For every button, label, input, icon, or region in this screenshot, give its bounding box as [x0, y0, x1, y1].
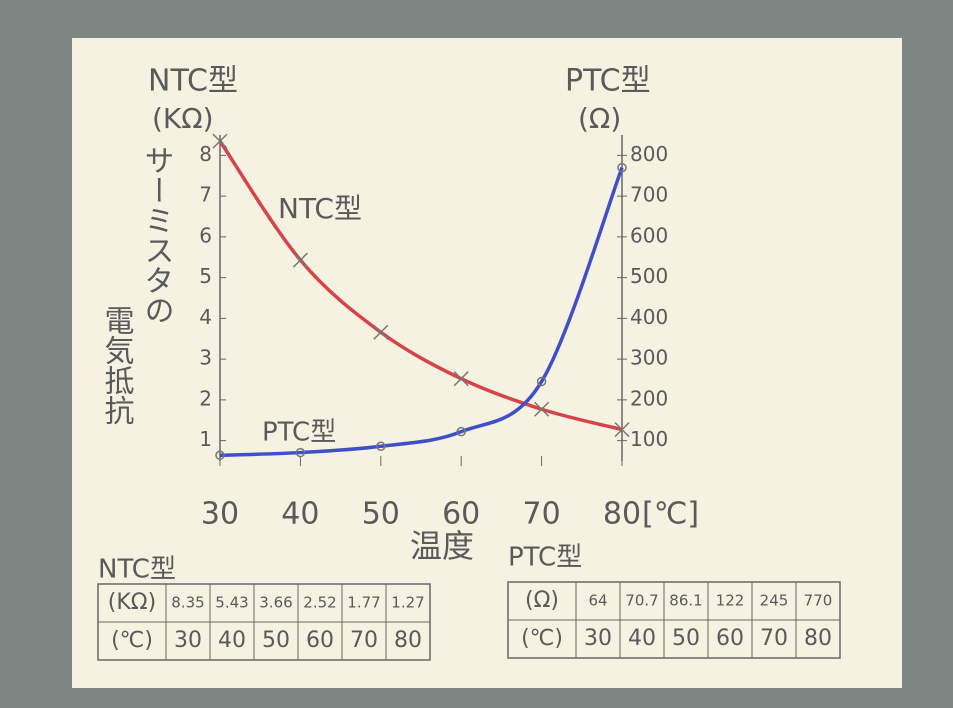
y2-tick-label: 300	[630, 346, 668, 370]
table-cell: 50	[262, 628, 290, 653]
table-cell: 1.27	[391, 594, 424, 612]
marker	[376, 441, 386, 452]
table-cell: 30	[584, 626, 612, 651]
y-tick-label: 3	[199, 346, 212, 370]
marker	[536, 376, 547, 387]
side-label: 電気抵抗	[99, 305, 135, 425]
table-cell: 64	[588, 592, 607, 610]
x-label: 温度	[410, 527, 474, 565]
marker	[453, 371, 469, 387]
table-cell: 80	[804, 626, 832, 651]
x-tick-label: 60	[442, 497, 480, 532]
table-cell: 60	[306, 628, 334, 653]
y2-label: PTC型	[565, 64, 651, 99]
x-tick-label: 70	[523, 497, 561, 532]
x-tick-label: 30	[201, 497, 239, 532]
y-tick-label: 8	[199, 142, 212, 166]
table-cell: 40	[628, 626, 656, 651]
marker	[215, 450, 225, 461]
marker	[292, 252, 308, 268]
marker	[614, 422, 630, 438]
series-label: NTC型	[278, 192, 362, 225]
y2-tick-label: 500	[630, 264, 668, 288]
table-cell: 70	[760, 626, 788, 651]
marker	[534, 401, 550, 417]
table-cell: 770	[804, 592, 833, 610]
y2-tick-label: 400	[630, 305, 668, 329]
table-cell: 86.1	[669, 592, 702, 610]
marker	[456, 426, 466, 437]
y-tick-label: 5	[199, 264, 212, 288]
side-label: サーミスタの	[139, 145, 174, 325]
table-cell: 70.7	[625, 592, 658, 610]
y-tick-label: 7	[199, 183, 212, 207]
table-cell: 3.66	[259, 594, 292, 612]
table-cell: 245	[760, 592, 789, 610]
marker	[295, 447, 306, 458]
y-tick-label: 1	[199, 427, 212, 451]
y2-tick-label: 200	[630, 386, 668, 410]
y2-tick-label: 600	[630, 223, 668, 247]
x-tick-label: 50	[362, 497, 400, 532]
table-cell: 40	[218, 628, 246, 653]
table-cell: 8.35	[171, 594, 204, 612]
y-tick-label: 4	[199, 305, 212, 329]
x-unit: [℃]	[642, 497, 699, 532]
table-row-header: (Ω)	[525, 588, 559, 613]
table-cell: 70	[350, 628, 378, 653]
table-cell: 60	[716, 626, 744, 651]
x-tick-label: 40	[281, 497, 319, 532]
y2-tick-label: 700	[630, 183, 668, 207]
table-row-header: (KΩ)	[108, 590, 156, 615]
y2-tick-label: 800	[630, 142, 668, 166]
table-title: PTC型	[508, 543, 582, 573]
marker	[617, 162, 627, 173]
paper	[72, 38, 902, 688]
series-label: PTC型	[262, 418, 336, 448]
y-tick-label: 2	[199, 386, 212, 410]
table-row-header: (℃)	[521, 626, 563, 651]
table-cell: 80	[394, 628, 422, 653]
table-cell: 5.43	[215, 594, 248, 612]
table-cell: 30	[174, 628, 202, 653]
y-label: NTC型	[148, 64, 238, 99]
y2-unit: (Ω)	[578, 102, 621, 135]
series-line	[218, 140, 623, 432]
table-cell: 122	[716, 592, 745, 610]
y-tick-label: 6	[199, 223, 212, 247]
x-tick-label: 80	[603, 497, 641, 532]
table-title: NTC型	[98, 555, 176, 585]
table-row-header: (℃)	[111, 628, 153, 653]
marker	[373, 324, 389, 340]
table-cell: 50	[672, 626, 700, 651]
y2-tick-label: 100	[630, 427, 668, 451]
marker	[212, 133, 228, 149]
y-unit: (KΩ)	[152, 102, 214, 135]
table-cell: 1.77	[347, 594, 380, 612]
table-cell: 2.52	[303, 594, 336, 612]
